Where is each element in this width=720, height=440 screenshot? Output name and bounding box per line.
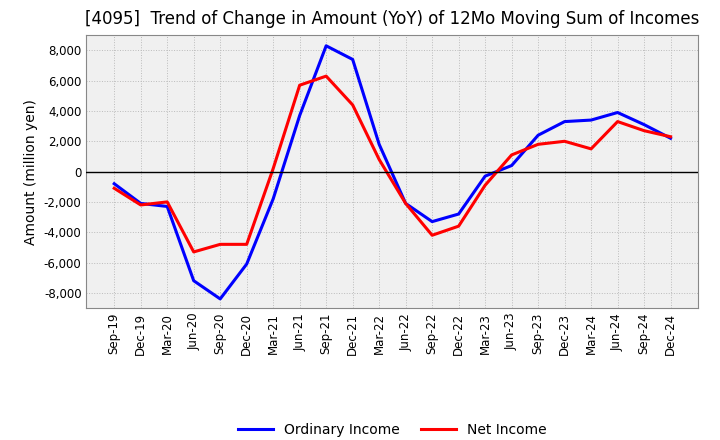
Ordinary Income: [587, 117, 595, 123]
Net Income: [322, 73, 330, 79]
Ordinary Income: [163, 204, 171, 209]
Ordinary Income: [110, 181, 119, 187]
Net Income: [666, 134, 675, 139]
Ordinary Income: [401, 201, 410, 206]
Net Income: [189, 249, 198, 255]
Net Income: [401, 201, 410, 206]
Net Income: [216, 242, 225, 247]
Ordinary Income: [216, 296, 225, 301]
Title: [4095]  Trend of Change in Amount (YoY) of 12Mo Moving Sum of Incomes: [4095] Trend of Change in Amount (YoY) o…: [85, 10, 700, 28]
Net Income: [136, 202, 145, 208]
Ordinary Income: [243, 261, 251, 267]
Ordinary Income: [454, 211, 463, 216]
Ordinary Income: [295, 113, 304, 118]
Ordinary Income: [428, 219, 436, 224]
Net Income: [560, 139, 569, 144]
Net Income: [348, 102, 357, 107]
Net Income: [534, 142, 542, 147]
Net Income: [454, 224, 463, 229]
Net Income: [640, 128, 649, 133]
Ordinary Income: [348, 57, 357, 62]
Ordinary Income: [666, 136, 675, 141]
Ordinary Income: [481, 173, 490, 179]
Ordinary Income: [560, 119, 569, 124]
Ordinary Income: [136, 201, 145, 206]
Ordinary Income: [613, 110, 622, 115]
Ordinary Income: [508, 163, 516, 168]
Net Income: [587, 146, 595, 151]
Ordinary Income: [322, 43, 330, 48]
Net Income: [613, 119, 622, 124]
Ordinary Income: [269, 196, 277, 202]
Net Income: [243, 242, 251, 247]
Ordinary Income: [189, 278, 198, 283]
Y-axis label: Amount (million yen): Amount (million yen): [24, 99, 38, 245]
Net Income: [163, 199, 171, 205]
Net Income: [481, 183, 490, 188]
Net Income: [110, 186, 119, 191]
Net Income: [269, 166, 277, 171]
Ordinary Income: [375, 142, 384, 147]
Ordinary Income: [640, 122, 649, 127]
Net Income: [508, 152, 516, 158]
Net Income: [295, 83, 304, 88]
Net Income: [428, 233, 436, 238]
Legend: Ordinary Income, Net Income: Ordinary Income, Net Income: [233, 418, 552, 440]
Ordinary Income: [534, 132, 542, 138]
Line: Ordinary Income: Ordinary Income: [114, 46, 670, 299]
Net Income: [375, 157, 384, 162]
Line: Net Income: Net Income: [114, 76, 670, 252]
